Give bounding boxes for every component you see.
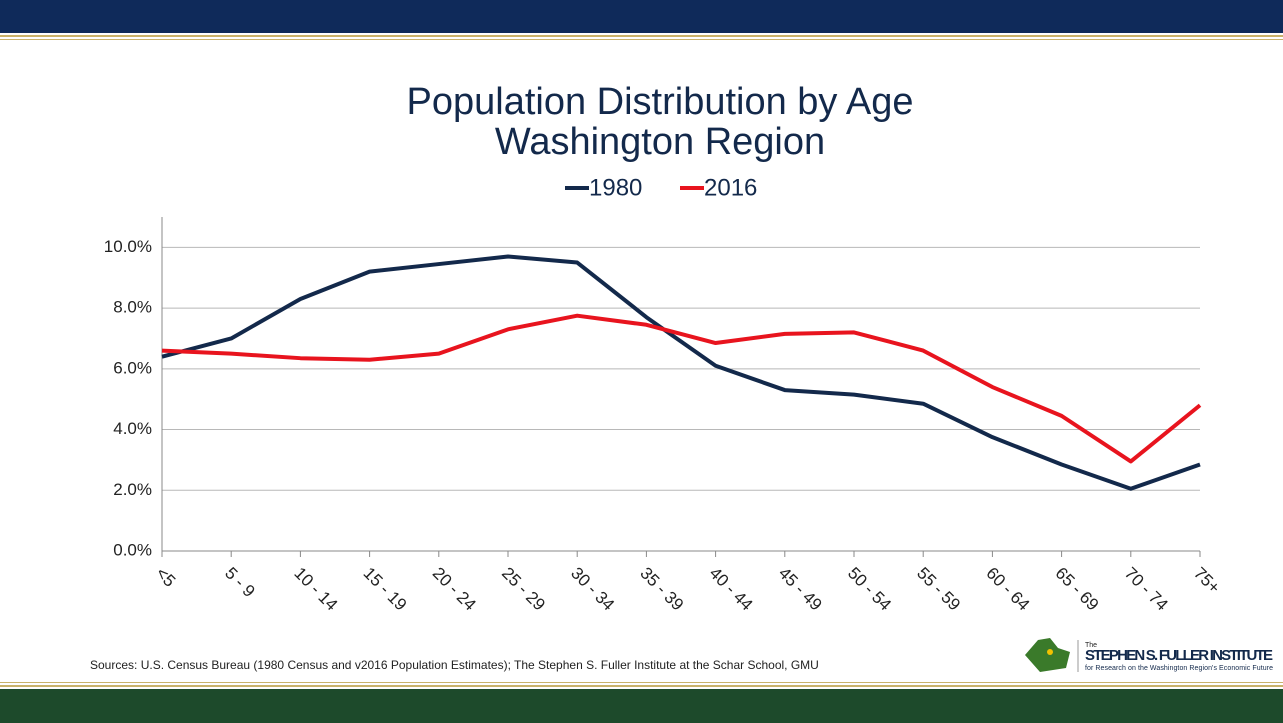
- x-tick-label: 25 - 29: [498, 564, 549, 615]
- data-line: [161, 254, 1201, 491]
- x-tick-label: 40 - 44: [706, 564, 757, 615]
- y-tick-label: 2.0%: [113, 480, 152, 499]
- logo-dot: [1047, 649, 1053, 655]
- y-tick-label: 10.0%: [104, 237, 152, 256]
- source-note: Sources: U.S. Census Bureau (1980 Census…: [90, 658, 819, 672]
- x-tick-label: 45 - 49: [775, 564, 826, 615]
- chart-title: Population Distribution by Age: [407, 81, 914, 123]
- y-tick-label: 0.0%: [113, 540, 152, 559]
- legend-label: 2016: [704, 174, 757, 201]
- bottom-rule: [0, 685, 1283, 687]
- x-tick-label: 15 - 19: [360, 564, 411, 615]
- top-rule: [0, 35, 1283, 37]
- top-rule: [0, 39, 1283, 40]
- x-tick-label: 55 - 59: [913, 564, 964, 615]
- y-tick-label: 6.0%: [113, 358, 152, 377]
- x-tick-label: 75+: [1190, 564, 1224, 598]
- x-tick-label: 5 - 9: [221, 564, 258, 601]
- data-line: [161, 313, 1202, 464]
- bottom-bar: [0, 689, 1283, 723]
- y-tick-label: 8.0%: [113, 298, 152, 317]
- x-tick-label: 35 - 39: [636, 564, 687, 615]
- x-tick-label: 10 - 14: [290, 564, 341, 615]
- logo-icon: [1025, 638, 1070, 672]
- logo-tagline: for Research on the Washington Region's …: [1085, 665, 1273, 672]
- y-tick-label: 4.0%: [113, 419, 152, 438]
- x-tick-label: 60 - 64: [982, 564, 1033, 615]
- x-tick-label: <5: [152, 564, 179, 591]
- x-tick-label: 65 - 69: [1052, 564, 1103, 615]
- logo-small: The: [1085, 642, 1097, 649]
- chart-subtitle: Washington Region: [495, 121, 825, 163]
- x-tick-label: 30 - 34: [567, 564, 618, 615]
- x-tick-label: 20 - 24: [429, 564, 480, 615]
- legend-label: 1980: [589, 174, 642, 201]
- x-tick-label: 70 - 74: [1121, 564, 1172, 615]
- top-bar: [0, 0, 1283, 33]
- logo-name: STEPHEN S. FULLER INSTITUTE: [1085, 647, 1273, 664]
- bottom-rule: [0, 682, 1283, 683]
- x-tick-label: 50 - 54: [844, 564, 895, 615]
